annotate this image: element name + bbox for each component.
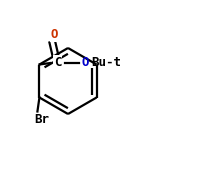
Text: C: C — [54, 56, 61, 69]
Text: Br: Br — [34, 113, 50, 126]
Text: O: O — [81, 56, 89, 69]
Text: Bu-t: Bu-t — [91, 56, 121, 69]
Text: O: O — [51, 28, 58, 41]
